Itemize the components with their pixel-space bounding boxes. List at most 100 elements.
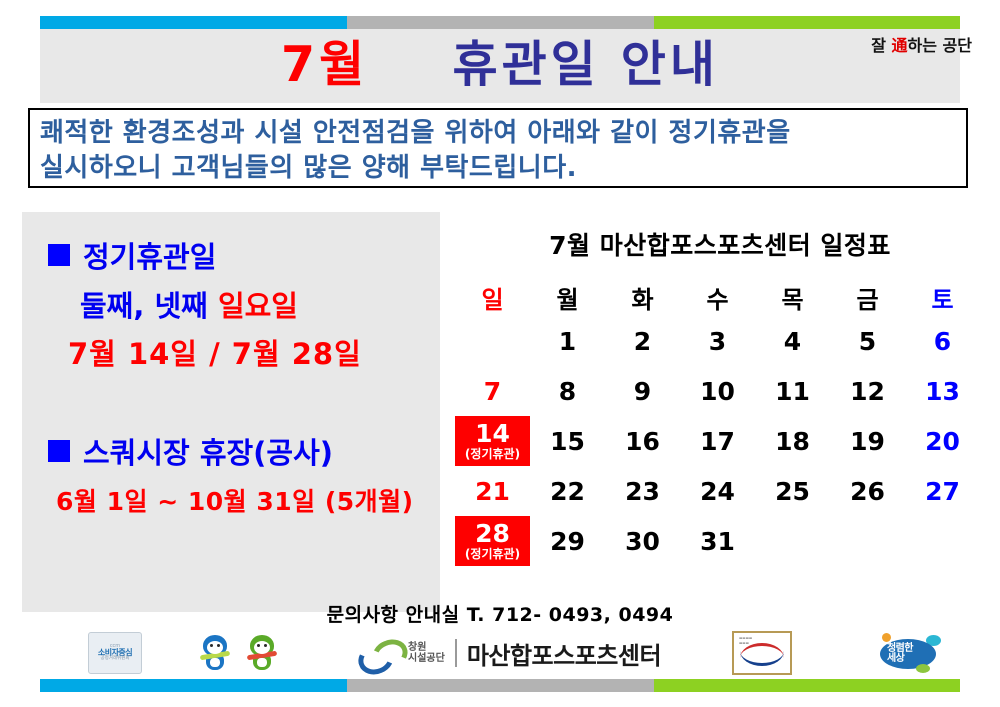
calendar-week-row: 1 2 3 4 5 6 (455, 316, 980, 366)
color-bar-segment-blue (40, 16, 348, 29)
color-bar-segment-blue (40, 679, 348, 692)
organization-name-line1: 창원 (408, 641, 427, 653)
info-heading-regular-closure: 정기휴관일 (22, 234, 440, 276)
calendar-day-19[interactable]: 19 (850, 426, 885, 456)
calendar-weekday-weekday-4: 목 (781, 285, 804, 314)
contact-info: 문의사항 안내실 T. 712- 0493, 0494 (326, 604, 674, 626)
calendar-day-closed-28[interactable]: 28 (정기휴관) (455, 516, 530, 566)
calendar-day-9[interactable]: 9 (633, 376, 652, 406)
tagline-accent-character: 通 (891, 36, 908, 55)
calendar-day-7[interactable]: 7 (483, 376, 502, 406)
mascot-eye-left (257, 644, 260, 647)
calendar-day-31[interactable]: 31 (700, 526, 735, 556)
calendar-day-6[interactable]: 6 (933, 326, 952, 356)
changwon-swirl-icon (353, 634, 413, 680)
calendar-week-row: 7 8 9 10 11 12 13 (455, 366, 980, 416)
info-closure-dates: 7월 14일 / 7월 28일 (68, 337, 362, 371)
calendar-day-18[interactable]: 18 (775, 426, 810, 456)
calendar-day-empty (905, 516, 980, 566)
info-subtitle-accent: 일요일 (217, 289, 298, 323)
calendar-day-26[interactable]: 26 (850, 476, 885, 506)
calendar-day-closed-note: (정기휴관) (464, 447, 521, 462)
blob-dot-green (916, 664, 930, 673)
calendar-week-row: 21 22 23 24 25 26 27 (455, 466, 980, 516)
calendar-day-number: 28 (475, 519, 510, 549)
info-panel: 정기휴관일 둘째, 넷째 일요일 7월 14일 / 7월 28일 스쿼시장 휴장… (22, 212, 440, 612)
calendar-day-20[interactable]: 20 (925, 426, 960, 456)
calendar-day-23[interactable]: 23 (625, 476, 660, 506)
blob-dot-orange (882, 633, 891, 642)
brand-tagline: 잘 通하는 공단 (871, 32, 972, 56)
framed-emblem-logo: ▬▬▬▬ ▬▬▬ (732, 630, 792, 676)
calendar-week-row: 28 (정기휴관) 29 30 31 (455, 516, 980, 566)
page-title: 7월 휴관일 안내 (0, 30, 1000, 100)
calendar-day-12[interactable]: 12 (850, 376, 885, 406)
color-bar-segment-gray (347, 679, 654, 692)
bottom-color-bar (40, 679, 960, 692)
info-heading-label: 정기휴관일 (83, 240, 217, 274)
header-band (40, 29, 960, 103)
blob-dot-cyan (926, 635, 941, 646)
ccm-badge-icon: ccm 소비자중심 공정거래위원회 (88, 632, 142, 674)
mascot-green-icon (245, 630, 279, 676)
info-heading-label: 스쿼시장 휴장(공사) (83, 436, 334, 470)
calendar-day-24[interactable]: 24 (700, 476, 735, 506)
ccm-badge-top-text: ccm (109, 643, 121, 650)
mascot-eye-right (217, 644, 220, 647)
color-bar-segment-gray (347, 16, 654, 29)
calendar-day-11[interactable]: 11 (775, 376, 810, 406)
calendar-day-17[interactable]: 17 (700, 426, 735, 456)
notice-line-2: 실시하오니 고객님들의 많은 양해 부탁드립니다. (40, 153, 577, 183)
info-block-squash-closure: 스쿼시장 휴장(공사) 6월 1일 ~ 10월 31일 (5개월) (22, 430, 440, 520)
calendar-weekday-sat-6: 토 (931, 285, 954, 314)
calendar-day-10[interactable]: 10 (700, 376, 735, 406)
mascot-face (207, 641, 223, 654)
organization-name-line2: 시설공단 (408, 653, 445, 664)
calendar-day-30[interactable]: 30 (625, 526, 660, 556)
sports-center-name: 마산합포스포츠센터 (466, 641, 662, 670)
calendar-day-empty (455, 316, 530, 366)
calendar-day-21[interactable]: 21 (475, 476, 510, 506)
page-title-rest: 휴관일 안내 (452, 36, 719, 93)
calendar-day-2[interactable]: 2 (633, 326, 652, 356)
tagline-prefix: 잘 (871, 36, 892, 55)
calendar-day-5[interactable]: 5 (858, 326, 877, 356)
calendar-day-3[interactable]: 3 (708, 326, 727, 356)
calendar-day-22[interactable]: 22 (550, 476, 585, 506)
mascot-eye-left (210, 644, 213, 647)
calendar-day-13[interactable]: 13 (925, 376, 960, 406)
calendar-day-27[interactable]: 27 (925, 476, 960, 506)
calendar-day-empty (830, 516, 905, 566)
calendar-day-15[interactable]: 15 (550, 426, 585, 456)
bullet-square-icon (48, 440, 70, 462)
color-bar-segment-green (653, 679, 960, 692)
calendar-body: 1 2 3 4 5 6 7 8 9 10 11 12 13 14 (정기휴관) 15 16 17 18 19 20 21 2… (455, 316, 980, 566)
mascot-eye-right (264, 644, 267, 647)
calendar-day-29[interactable]: 29 (550, 526, 585, 556)
mascot-belly (210, 658, 220, 667)
notice-line-1: 쾌적한 환경조성과 시설 안전점검을 위하여 아래와 같이 정기휴관을 (40, 118, 791, 148)
info-subtitle-prefix: 둘째, 넷째 (80, 289, 218, 323)
calendar-day-4[interactable]: 4 (783, 326, 802, 356)
mascot-blue-icon (198, 630, 232, 676)
mascot-character-blue (198, 633, 232, 673)
bullet-square-icon (48, 244, 70, 266)
clean-world-text: 청렴한 세상 (887, 644, 913, 663)
notice-message-box: 쾌적한 환경조성과 시설 안전점검을 위하여 아래와 같이 정기휴관을 실시하오… (28, 108, 968, 188)
emblem-wave-blue (740, 651, 784, 666)
calendar-day-1[interactable]: 1 (558, 326, 577, 356)
calendar-day-closed-note: (정기휴관) (464, 547, 521, 562)
calendar-day-25[interactable]: 25 (775, 476, 810, 506)
organization-logo: 창원 시설공단 마산합포스포츠센터 (353, 630, 662, 680)
calendar-weekday-weekday-2: 화 (631, 285, 654, 314)
emblem-wave-red (740, 643, 784, 658)
tagline-suffix: 하는 공단 (907, 36, 972, 55)
calendar-day-16[interactable]: 16 (625, 426, 660, 456)
calendar-day-8[interactable]: 8 (558, 376, 577, 406)
calendar-day-number: 14 (475, 419, 510, 449)
calendar-weekday-weekday-1: 월 (556, 285, 579, 314)
calendar-day-closed-14[interactable]: 14 (정기휴관) (455, 416, 530, 466)
